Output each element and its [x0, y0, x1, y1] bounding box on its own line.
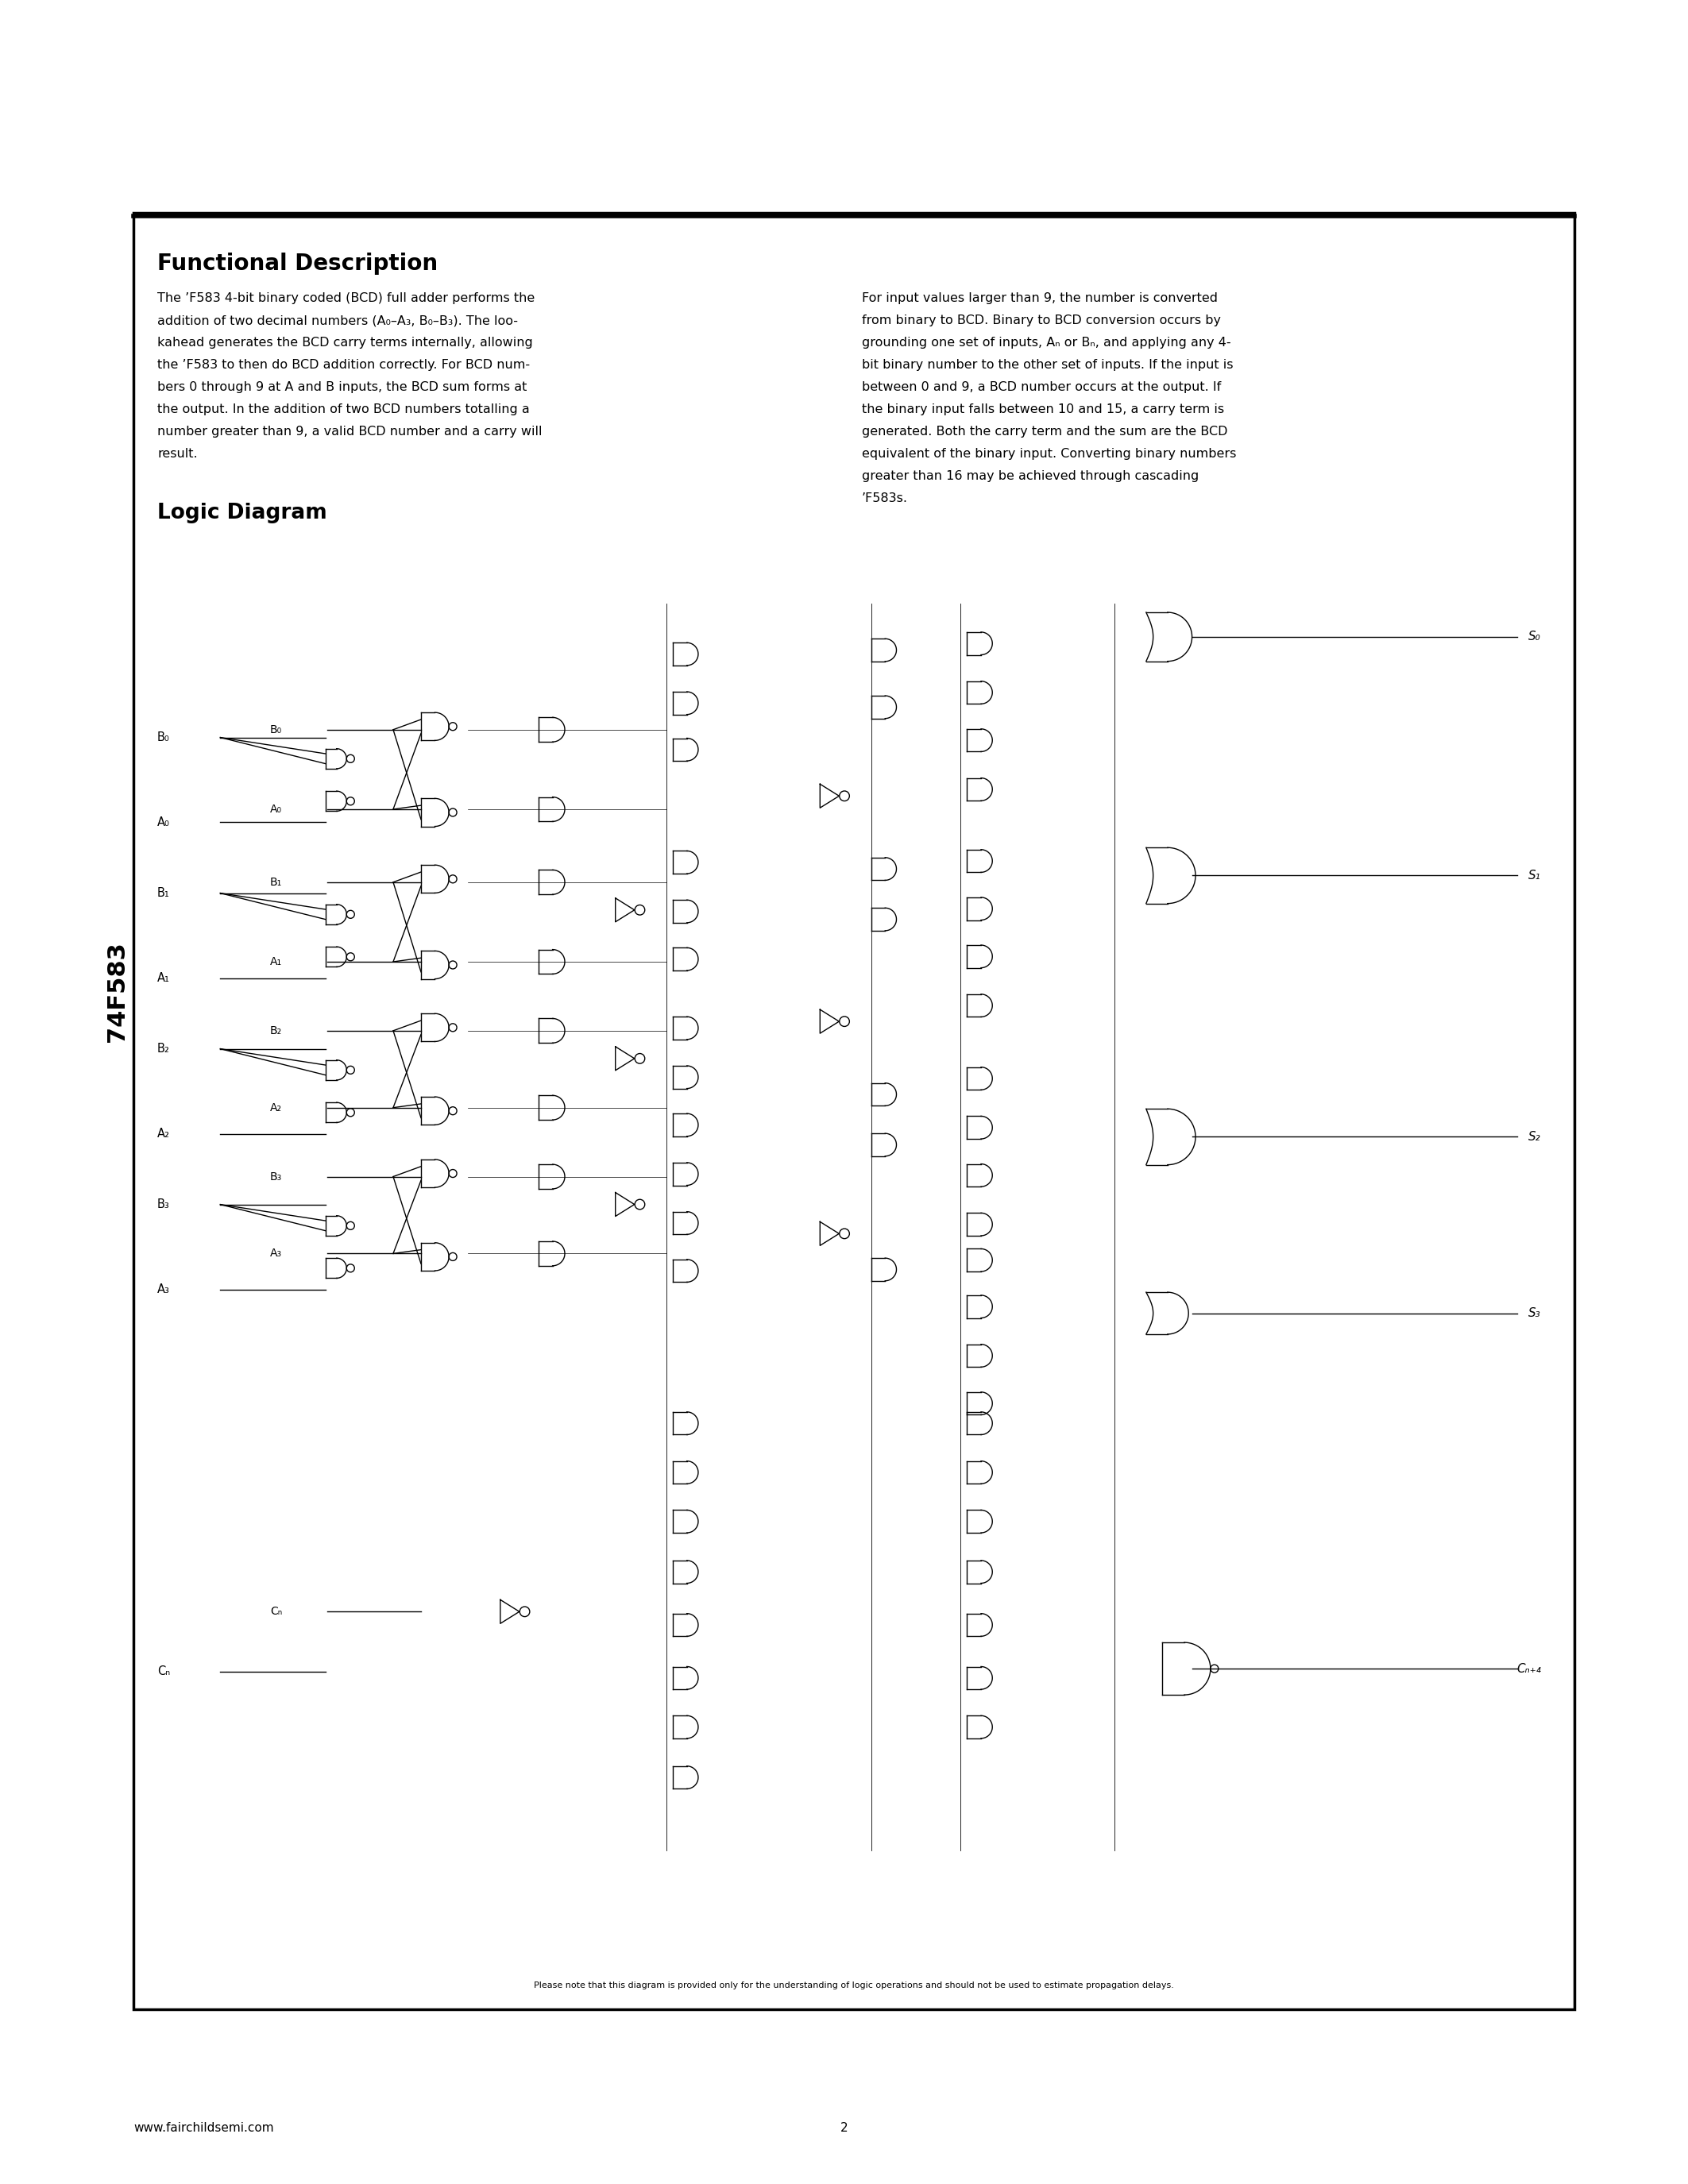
Text: A₁: A₁ — [157, 972, 170, 985]
Text: greater than 16 may be achieved through cascading: greater than 16 may be achieved through … — [863, 470, 1198, 483]
Text: the binary input falls between 10 and 15, a carry term is: the binary input falls between 10 and 15… — [863, 404, 1224, 415]
Text: the output. In the addition of two BCD numbers totalling a: the output. In the addition of two BCD n… — [157, 404, 530, 415]
Text: S₃: S₃ — [1529, 1308, 1541, 1319]
Text: bit binary number to the other set of inputs. If the input is: bit binary number to the other set of in… — [863, 358, 1234, 371]
Text: Cₙ₊₄: Cₙ₊₄ — [1516, 1662, 1541, 1675]
Text: B₀: B₀ — [270, 725, 282, 736]
Text: S₂: S₂ — [1529, 1131, 1541, 1142]
Text: Cₙ: Cₙ — [157, 1666, 170, 1677]
Text: A₂: A₂ — [157, 1127, 170, 1140]
Text: S₀: S₀ — [1529, 631, 1541, 642]
Text: from binary to BCD. Binary to BCD conversion occurs by: from binary to BCD. Binary to BCD conver… — [863, 314, 1220, 325]
Text: B₃: B₃ — [270, 1171, 282, 1182]
Text: equivalent of the binary input. Converting binary numbers: equivalent of the binary input. Converti… — [863, 448, 1236, 461]
Text: B₂: B₂ — [270, 1024, 282, 1035]
Text: S₁: S₁ — [1529, 869, 1541, 882]
Text: addition of two decimal numbers (A₀–A₃, B₀–B₃). The loo-: addition of two decimal numbers (A₀–A₃, … — [157, 314, 518, 325]
Text: www.fairchildsemi.com: www.fairchildsemi.com — [133, 2123, 273, 2134]
Text: kahead generates the BCD carry terms internally, allowing: kahead generates the BCD carry terms int… — [157, 336, 533, 349]
Text: B₁: B₁ — [270, 876, 282, 887]
Text: bers 0 through 9 at A and B inputs, the BCD sum forms at: bers 0 through 9 at A and B inputs, the … — [157, 382, 527, 393]
Text: For input values larger than 9, the number is converted: For input values larger than 9, the numb… — [863, 293, 1217, 304]
Text: B₀: B₀ — [157, 732, 170, 743]
Text: ’F583s.: ’F583s. — [863, 491, 908, 505]
Text: B₃: B₃ — [157, 1199, 170, 1210]
Text: A₀: A₀ — [157, 817, 170, 828]
Text: between 0 and 9, a BCD number occurs at the output. If: between 0 and 9, a BCD number occurs at … — [863, 382, 1220, 393]
Text: A₃: A₃ — [270, 1247, 282, 1260]
Text: A₂: A₂ — [270, 1103, 282, 1114]
Bar — [133, 212, 1575, 2009]
Text: B₁: B₁ — [157, 887, 170, 900]
Text: A₁: A₁ — [270, 957, 282, 968]
Text: A₀: A₀ — [270, 804, 282, 815]
Text: result.: result. — [157, 448, 197, 461]
Text: 2: 2 — [841, 2123, 847, 2134]
Text: B₂: B₂ — [157, 1042, 170, 1055]
Text: Logic Diagram: Logic Diagram — [157, 502, 327, 524]
Text: A₃: A₃ — [157, 1284, 170, 1295]
Text: 74F583: 74F583 — [106, 941, 128, 1042]
Text: grounding one set of inputs, Aₙ or Bₙ, and applying any 4-: grounding one set of inputs, Aₙ or Bₙ, a… — [863, 336, 1231, 349]
Text: number greater than 9, a valid BCD number and a carry will: number greater than 9, a valid BCD numbe… — [157, 426, 542, 437]
Text: The ’F583 4-bit binary coded (BCD) full adder performs the: The ’F583 4-bit binary coded (BCD) full … — [157, 293, 535, 304]
Text: generated. Both the carry term and the sum are the BCD: generated. Both the carry term and the s… — [863, 426, 1227, 437]
Text: Please note that this diagram is provided only for the understanding of logic op: Please note that this diagram is provide… — [533, 1981, 1175, 1990]
Text: Functional Description: Functional Description — [157, 253, 437, 275]
Text: the ’F583 to then do BCD addition correctly. For BCD num-: the ’F583 to then do BCD addition correc… — [157, 358, 530, 371]
Text: Cₙ: Cₙ — [270, 1605, 282, 1616]
